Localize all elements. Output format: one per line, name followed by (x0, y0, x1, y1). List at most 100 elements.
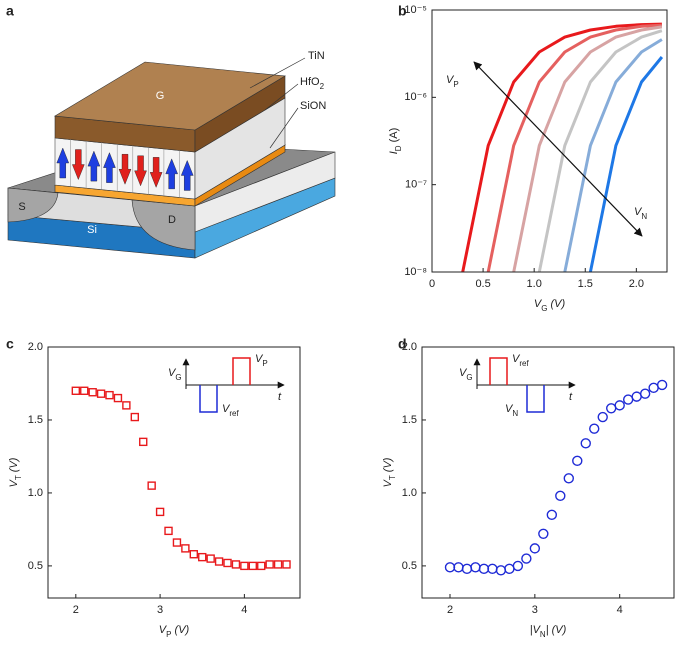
plot-frame (47, 346, 301, 599)
data-point (189, 550, 199, 559)
data-point (147, 481, 156, 490)
y-tick-label: 0.5 (28, 560, 43, 572)
data-point (265, 560, 274, 569)
data-point (130, 412, 140, 422)
data-point (105, 390, 114, 400)
iv-curve (486, 23, 662, 273)
panel-label: b (398, 3, 407, 19)
data-point (172, 538, 182, 547)
data-point (214, 557, 224, 566)
y-tick-label: 10⁻⁷ (405, 179, 427, 191)
x-tick-label: 1.0 (527, 278, 542, 290)
inset-label: VN (505, 403, 518, 418)
subscript: G (541, 304, 547, 313)
data-point (139, 437, 148, 447)
data-point (231, 560, 241, 569)
polarization-arrow (72, 149, 85, 181)
subscript: P (166, 630, 171, 639)
plot-frame (421, 346, 675, 599)
x-tick-label: 4 (617, 604, 623, 616)
subscript: P (262, 359, 267, 368)
data-point (487, 563, 498, 575)
y-axis-label: ID (A) (388, 128, 403, 155)
polarization-arrow (180, 159, 194, 191)
text-part: (V) (8, 457, 20, 475)
data-point (656, 379, 668, 391)
plot-frame (431, 9, 668, 273)
y-tick-label: 1.5 (402, 414, 417, 426)
data-point (223, 558, 232, 568)
polarization-arrow (118, 154, 132, 185)
data-point (572, 455, 583, 467)
pulse-down (199, 385, 218, 413)
panel-label: c (6, 336, 14, 352)
text-part: V (168, 367, 177, 379)
subscript: T (388, 475, 397, 480)
x-tick-label: 0 (429, 278, 435, 290)
inset-label: Vref (512, 353, 529, 368)
iv-curve (537, 29, 663, 273)
subscript: ref (519, 359, 529, 368)
data-point (580, 438, 591, 449)
source-label: S (18, 201, 25, 213)
layer-label: HfO2 (300, 76, 325, 91)
data-point (282, 560, 291, 569)
inset-label: t (569, 391, 573, 403)
data-point (470, 562, 481, 573)
gate-top (54, 61, 286, 131)
data-point (71, 386, 81, 395)
text-part: V (459, 367, 468, 379)
data-point (648, 382, 659, 394)
data-point (80, 386, 89, 395)
data-point (155, 507, 165, 517)
y-tick-label: 0.5 (402, 560, 417, 572)
data-point (122, 401, 131, 410)
subscript: ref (229, 409, 239, 418)
data-point (639, 388, 651, 399)
leader-line (249, 57, 306, 89)
text-part: |V (530, 624, 542, 636)
data-point (622, 394, 634, 405)
drain-label: D (168, 214, 176, 226)
y-axis-label: VT (V) (382, 457, 397, 487)
panel-label: d (398, 336, 407, 352)
subscript: D (394, 145, 403, 151)
subscript: 2 (320, 82, 325, 91)
inset-label: Vref (222, 403, 239, 418)
subscript: P (453, 80, 458, 89)
text-part: V (512, 353, 521, 365)
data-point (546, 509, 558, 521)
x-axis-label: VG (V) (534, 298, 566, 313)
data-point (257, 561, 266, 571)
pulse-down (526, 385, 545, 413)
data-point (521, 553, 532, 564)
text-part: I (388, 151, 400, 154)
data-point (589, 423, 600, 434)
text-part: V (159, 624, 168, 636)
data-point (495, 565, 507, 576)
text-part: V (634, 206, 643, 218)
subscript: N (512, 409, 518, 418)
data-point (529, 543, 541, 554)
device-diagram: TiN HfO2 SiON G S D Si (7, 50, 336, 259)
data-point (206, 554, 215, 563)
subscript: G (466, 373, 472, 382)
data-point (504, 563, 515, 575)
iv-curve (588, 56, 664, 273)
x-tick-label: 2 (447, 604, 453, 616)
y-tick-label: 10⁻⁶ (404, 91, 427, 103)
text-part: (V) (382, 457, 394, 475)
x-tick-label: 3 (157, 604, 163, 616)
y-tick-label: 2.0 (28, 341, 43, 353)
inset-label: VP (255, 353, 268, 368)
subscript: T (14, 475, 23, 480)
text-part: V (446, 74, 455, 86)
text-part: V (505, 403, 514, 415)
substrate-label: Si (87, 224, 97, 236)
data-point (96, 389, 106, 398)
leader-line (269, 107, 299, 149)
polarization-arrow (103, 152, 116, 183)
pulse-up (232, 357, 251, 385)
data-point (631, 391, 642, 402)
